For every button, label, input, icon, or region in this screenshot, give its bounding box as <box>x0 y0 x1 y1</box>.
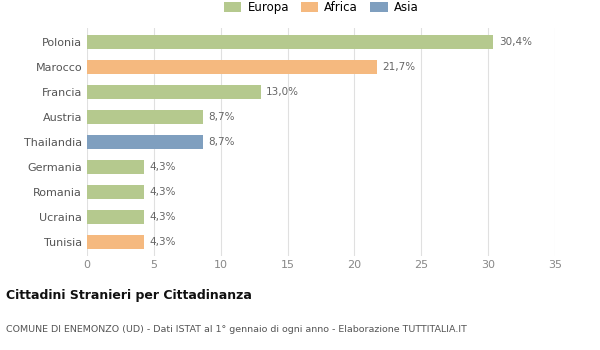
Text: 8,7%: 8,7% <box>209 112 235 122</box>
Bar <box>87 135 203 149</box>
Text: 4,3%: 4,3% <box>150 187 176 197</box>
Text: COMUNE DI ENEMONZO (UD) - Dati ISTAT al 1° gennaio di ogni anno - Elaborazione T: COMUNE DI ENEMONZO (UD) - Dati ISTAT al … <box>6 326 467 335</box>
Text: 8,7%: 8,7% <box>209 137 235 147</box>
Text: 4,3%: 4,3% <box>150 237 176 247</box>
Bar <box>87 160 145 174</box>
Bar <box>87 210 145 224</box>
Text: 21,7%: 21,7% <box>383 62 416 72</box>
Bar <box>87 110 203 124</box>
Text: 4,3%: 4,3% <box>150 162 176 172</box>
Text: 4,3%: 4,3% <box>150 212 176 222</box>
Text: Cittadini Stranieri per Cittadinanza: Cittadini Stranieri per Cittadinanza <box>6 289 252 302</box>
Legend: Europa, Africa, Asia: Europa, Africa, Asia <box>220 0 422 18</box>
Text: 13,0%: 13,0% <box>266 87 299 97</box>
Bar <box>87 235 145 248</box>
Bar <box>87 60 377 74</box>
Bar <box>87 185 145 199</box>
Bar <box>87 35 493 49</box>
Bar <box>87 85 261 99</box>
Text: 30,4%: 30,4% <box>499 37 532 47</box>
